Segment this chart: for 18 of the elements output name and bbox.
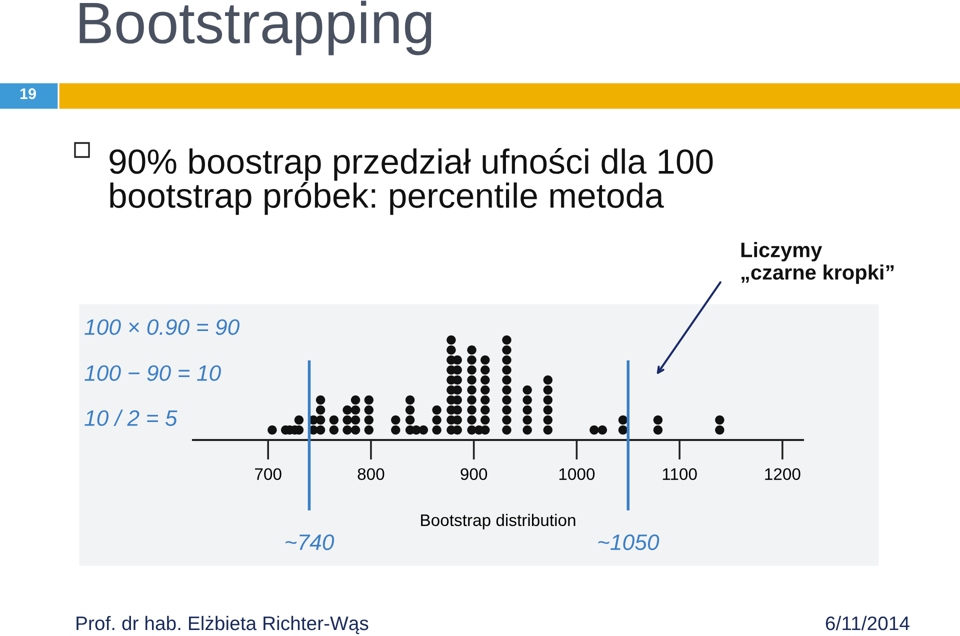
x-tick-label: 1200 [765,468,800,480]
x-tick-label: 900 [460,468,488,480]
chart-subtitle: 90% boostrap przedział ufności dla 100 bootstrap próbek: percentile metoda [110,148,713,215]
x-tick-label: 1100 [662,468,697,480]
text: 19 [20,88,36,100]
ref-line-label: ~740 [286,534,334,550]
text: Liczymy „czarne kropki” [741,242,894,284]
chart-title: Bootstrapping [80,0,432,56]
ref-line-label: ~1050 [598,534,660,550]
text: 6/11/2014 [826,616,910,630]
x-tick-label: 800 [358,468,384,480]
x-axis-title: Bootstrap distribution [421,514,576,530]
text: 100 × 0.90 = 90 [84,319,240,335]
text: 10 / 2 = 5 [84,410,178,426]
text: Prof. dr hab. Elżbieta Richter-Wąs [76,616,368,634]
x-tick-label: 1000 [559,468,595,480]
x-tick-label: 700 [255,468,282,480]
annotation: 100 − 90 = 10 [84,365,221,381]
